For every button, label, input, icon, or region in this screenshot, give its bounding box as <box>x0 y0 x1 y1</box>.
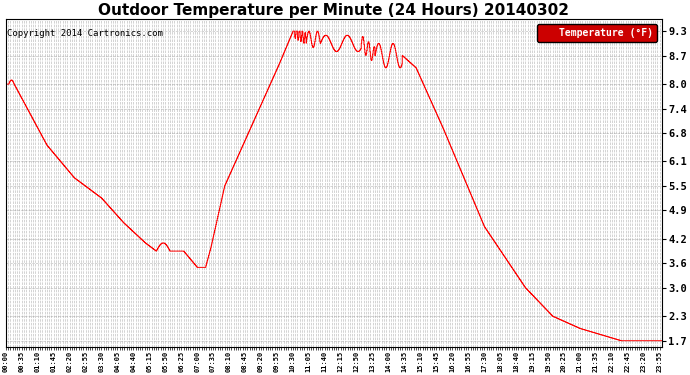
Text: Copyright 2014 Cartronics.com: Copyright 2014 Cartronics.com <box>7 29 163 38</box>
Title: Outdoor Temperature per Minute (24 Hours) 20140302: Outdoor Temperature per Minute (24 Hours… <box>98 3 569 18</box>
Legend: Temperature (°F): Temperature (°F) <box>538 24 657 42</box>
